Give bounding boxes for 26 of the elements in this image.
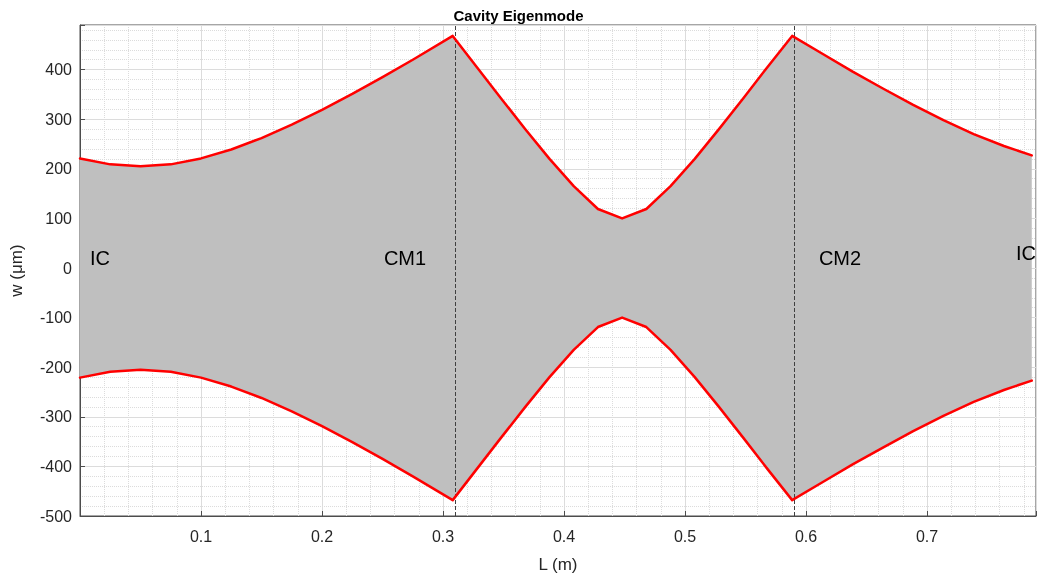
y-tick-label: -500 (39, 507, 73, 525)
y-axis-title: w (μm) (7, 244, 26, 298)
x-tick-label: 0.4 (552, 527, 576, 545)
y-tick-label: 0 (63, 259, 73, 277)
y-tick-label: -200 (39, 358, 73, 376)
x-tick-label: 0.6 (794, 527, 818, 545)
y-tick-label: -400 (39, 457, 73, 475)
chart-title: Cavity Eigenmode (453, 7, 584, 24)
annotation: CM2 (818, 247, 862, 269)
y-tick-label: -300 (39, 408, 73, 426)
line-series (78, 316, 1034, 502)
annotation: IC (1016, 242, 1036, 264)
y-tick-label: 200 (45, 160, 73, 178)
x-tick-label: 0.1 (189, 527, 213, 545)
line-series (78, 34, 1034, 220)
y-tick-label: 400 (45, 61, 73, 79)
y-tick-label: 300 (45, 110, 73, 128)
x-tick-label: 0.5 (673, 527, 697, 545)
annotation: IC (90, 247, 110, 269)
y-tick-label: 100 (45, 209, 73, 227)
x-axis-title: L (m) (538, 555, 578, 574)
y-tick-label: -100 (39, 309, 73, 327)
annotation: CM1 (383, 247, 427, 269)
x-tick-label: 0.7 (915, 527, 939, 545)
x-tick-label: 0.3 (431, 527, 455, 545)
x-tick-label: 0.2 (310, 527, 334, 545)
